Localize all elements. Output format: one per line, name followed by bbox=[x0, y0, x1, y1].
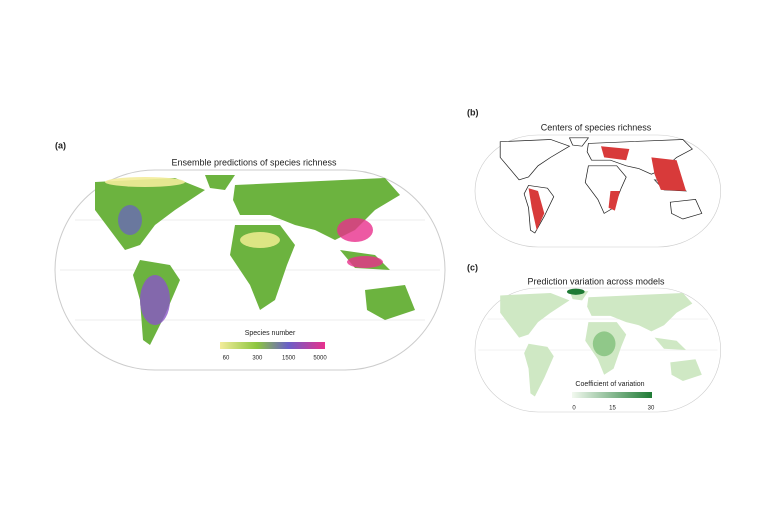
color-scale bbox=[572, 392, 652, 398]
variation-patch bbox=[566, 288, 585, 295]
richness-patch bbox=[347, 256, 383, 268]
panel-label: (b) bbox=[467, 107, 479, 117]
richness-center bbox=[651, 157, 687, 191]
panel-title: Ensemble predictions of species richness bbox=[171, 157, 337, 167]
map bbox=[474, 134, 722, 248]
richness-patch bbox=[118, 205, 142, 235]
legend-tick-label: 300 bbox=[252, 356, 263, 362]
panel-title: Centers of species richness bbox=[541, 122, 652, 132]
color-scale bbox=[220, 342, 325, 349]
richness-patch bbox=[337, 218, 373, 242]
legend-tick-label: 30 bbox=[648, 406, 655, 412]
variation-patch bbox=[592, 331, 616, 357]
legend-tick-label: 15 bbox=[609, 406, 616, 412]
panel-label: (a) bbox=[55, 140, 66, 150]
legend-title: Coefficient of variation bbox=[575, 381, 644, 388]
richness-center bbox=[601, 146, 630, 161]
richness-patch bbox=[240, 232, 280, 248]
legend-tick-label: 1500 bbox=[282, 356, 296, 362]
richness-patch bbox=[140, 275, 170, 325]
legend-tick-label: 60 bbox=[223, 356, 230, 362]
legend-tick-label: 5000 bbox=[313, 356, 327, 362]
panel-title: Prediction variation across models bbox=[527, 276, 665, 286]
map bbox=[474, 287, 722, 413]
legend-tick-label: 0 bbox=[572, 406, 576, 412]
panel-label: (c) bbox=[467, 262, 478, 272]
richness-patch bbox=[105, 177, 185, 187]
richness-center bbox=[528, 188, 545, 231]
legend-title: Species number bbox=[245, 330, 296, 337]
richness-center bbox=[608, 191, 620, 211]
map bbox=[54, 169, 446, 371]
